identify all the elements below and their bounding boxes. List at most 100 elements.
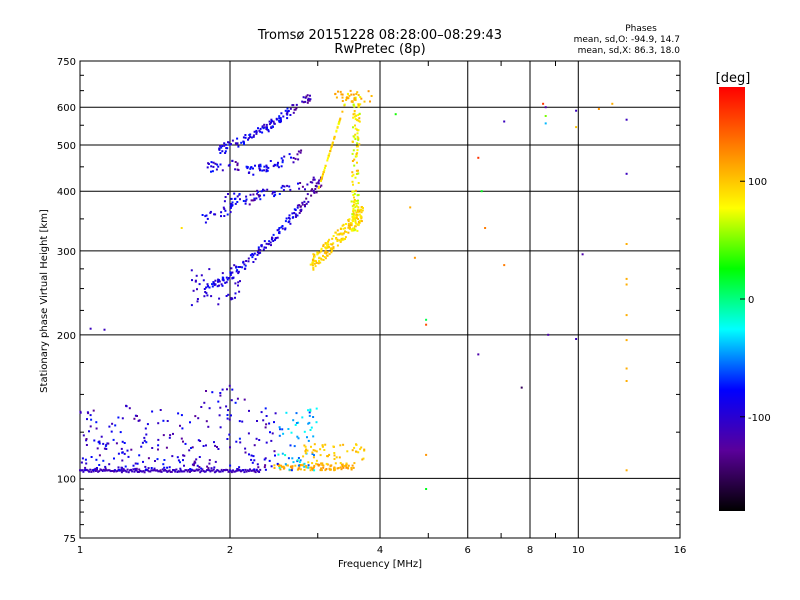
echo-point: [283, 185, 286, 188]
echo-point: [270, 118, 273, 121]
echo-point: [360, 97, 363, 100]
echo-point: [286, 464, 289, 467]
echo-point: [352, 190, 355, 193]
echo-point: [344, 238, 346, 240]
echo-point: [256, 251, 259, 253]
echo-point: [110, 470, 113, 472]
echo-point: [625, 243, 628, 245]
echo-point: [312, 456, 315, 459]
echo-point: [252, 261, 255, 263]
echo-point: [90, 470, 93, 473]
echo-point: [141, 470, 144, 473]
echo-point: [357, 222, 360, 225]
echo-point: [105, 443, 108, 446]
echo-point: [223, 142, 226, 145]
echo-point: [331, 141, 334, 144]
echo-point: [121, 440, 124, 443]
echo-point: [326, 246, 329, 249]
echo-point: [255, 437, 258, 440]
echo-point: [81, 457, 84, 460]
echo-point: [312, 449, 315, 452]
echo-point: [292, 161, 295, 164]
echo-point: [117, 416, 120, 419]
echo-point: [265, 168, 268, 171]
echo-point: [188, 449, 191, 452]
echo-point: [148, 470, 151, 473]
echo-point: [276, 163, 279, 166]
echo-point: [326, 159, 329, 162]
echo-point: [102, 442, 105, 445]
echo-point: [264, 407, 267, 410]
echo-point: [162, 419, 165, 422]
echo-point: [349, 223, 352, 226]
echo-point: [212, 161, 215, 164]
echo-point: [211, 391, 214, 394]
echo-point: [231, 271, 234, 274]
echo-point: [354, 138, 357, 140]
y-tick-label: 100: [57, 474, 76, 485]
echo-point: [206, 217, 209, 220]
echo-point: [227, 470, 230, 473]
echo-point: [166, 466, 169, 469]
echo-point: [159, 409, 162, 411]
echo-point: [338, 233, 341, 236]
echo-point: [354, 228, 357, 231]
echo-point: [208, 462, 211, 465]
echo-point: [289, 222, 292, 225]
echo-point: [218, 414, 221, 417]
echo-point: [265, 246, 267, 249]
echo-point: [306, 94, 309, 97]
echo-point: [270, 465, 273, 468]
echo-point: [326, 463, 329, 466]
echo-point: [359, 208, 362, 211]
echo-point: [244, 134, 247, 136]
echo-point: [95, 421, 98, 424]
echo-point: [363, 100, 366, 103]
echo-point: [219, 426, 222, 429]
echo-point: [336, 229, 339, 232]
echo-point: [477, 353, 480, 356]
echo-point: [282, 432, 285, 435]
echo-point: [211, 285, 214, 288]
y-tick-label: 600: [57, 103, 76, 114]
echo-point: [92, 409, 95, 412]
echo-point: [80, 461, 83, 464]
echo-point: [358, 213, 361, 216]
echo-point: [259, 198, 262, 201]
echo-point: [221, 169, 224, 172]
echo-point: [218, 280, 221, 283]
echo-point: [354, 219, 357, 222]
echo-point: [310, 194, 313, 197]
echo-point: [189, 468, 192, 470]
echo-point: [281, 161, 284, 164]
echo-point: [278, 466, 281, 469]
echo-point: [258, 439, 261, 441]
echo-point: [228, 470, 231, 473]
echo-point: [320, 462, 323, 465]
echo-point: [120, 471, 123, 474]
echo-point: [311, 453, 314, 455]
echo-point: [157, 448, 159, 451]
echo-point: [190, 468, 193, 471]
echo-point: [328, 238, 331, 241]
echo-point: [347, 220, 350, 223]
echo-point: [330, 144, 333, 147]
echo-point: [310, 189, 313, 192]
echo-point: [295, 107, 298, 110]
echo-point: [242, 261, 245, 264]
echo-point: [334, 231, 337, 234]
echo-point: [235, 469, 238, 472]
echo-point: [356, 118, 359, 121]
echo-point: [331, 142, 334, 145]
echo-point: [307, 464, 310, 467]
echo-point: [136, 471, 139, 473]
echo-point: [352, 220, 354, 222]
colorbar-tick-label: 0: [748, 295, 754, 306]
echo-point: [230, 298, 233, 301]
echo-point: [250, 469, 253, 472]
echo-point: [345, 466, 348, 469]
echo-point: [309, 263, 312, 266]
echo-point: [106, 469, 109, 472]
echo-point: [247, 137, 250, 140]
echo-point: [274, 193, 277, 196]
